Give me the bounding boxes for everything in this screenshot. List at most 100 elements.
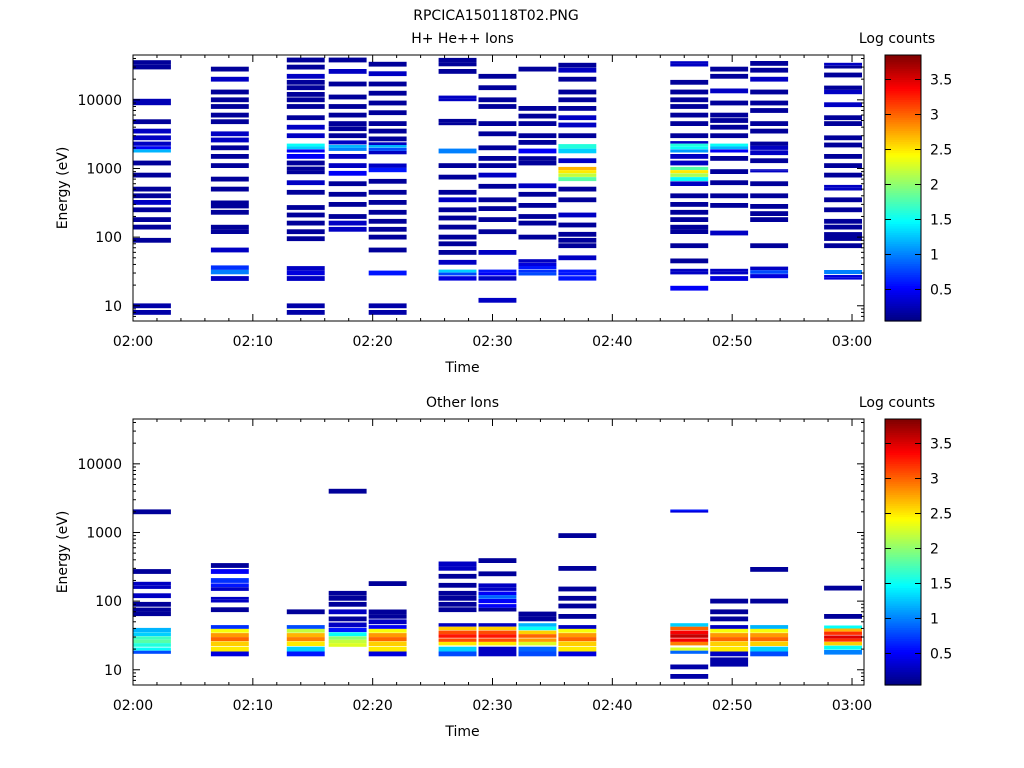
heatmap-cell: [824, 135, 862, 141]
heatmap-cell: [438, 98, 477, 102]
heatmap-cell: [368, 270, 407, 276]
heatmap-cell: [328, 81, 367, 87]
heatmap-cell: [710, 598, 749, 604]
heatmap-cell: [133, 207, 171, 213]
heatmap-cell: [558, 115, 597, 121]
heatmap-cell: [518, 641, 557, 646]
heatmap-cell: [210, 112, 249, 118]
colorbar-swatch: [885, 270, 921, 273]
heatmap-cell: [478, 634, 517, 638]
colorbar-swatch: [885, 121, 921, 125]
heatmap-cell: [478, 217, 517, 222]
heatmap-cell: [670, 630, 709, 635]
heatmap-cell: [558, 586, 597, 592]
heatmap-cell: [286, 212, 325, 218]
heatmap-cell: [286, 133, 325, 139]
heatmap-cell: [328, 632, 367, 637]
colorbar-tick-label: 3: [930, 472, 939, 488]
heatmap-cell: [670, 121, 709, 126]
heatmap-cell: [478, 156, 517, 161]
colorbar-swatch: [885, 469, 921, 473]
colorbar-swatch: [885, 57, 921, 61]
colorbar-swatch: [885, 305, 921, 309]
colorbar-swatch: [885, 110, 921, 114]
heatmap-cell: [824, 154, 862, 159]
colorbar-swatch: [885, 92, 921, 96]
colorbar-swatch: [885, 316, 921, 320]
heatmap-cell: [368, 200, 407, 205]
heatmap-cell: [518, 266, 557, 270]
heatmap-cell: [328, 226, 367, 232]
heatmap-cell: [438, 62, 477, 67]
heatmap-cell: [210, 247, 249, 253]
colorbar-swatch: [885, 77, 921, 80]
heatmap-cell: [518, 623, 557, 627]
heatmap-cell: [328, 220, 367, 226]
heatmap-cell: [286, 205, 325, 210]
heatmap-cell: [286, 149, 325, 153]
heatmap-cell: [558, 133, 597, 139]
heatmap-cell: [824, 163, 862, 168]
heatmap-cell: [710, 662, 749, 667]
heatmap-cell: [518, 133, 557, 139]
heatmap-cell: [286, 166, 325, 171]
colorbar-swatch: [885, 600, 921, 604]
heatmap-cell: [670, 641, 709, 646]
heatmap-cell: [286, 64, 325, 70]
colorbar-swatch: [885, 569, 921, 573]
heatmap-cell: [710, 146, 749, 150]
heatmap-cell: [824, 224, 862, 230]
colorbar-swatch: [885, 645, 921, 648]
colorbar-swatch: [885, 112, 921, 116]
heatmap-cell: [368, 234, 407, 240]
heatmap-cell: [286, 646, 325, 652]
colorbar-swatch: [885, 523, 921, 526]
heatmap-cell: [824, 243, 862, 249]
colorbar-swatch: [885, 625, 921, 628]
colorbar-swatch: [885, 494, 921, 498]
colorbar-swatch: [885, 294, 921, 298]
heatmap-cell: [133, 237, 171, 243]
heatmap-cell: [210, 607, 249, 613]
colorbar-swatch: [885, 263, 921, 267]
heatmap-cell: [750, 181, 789, 187]
heatmap-cell: [286, 115, 325, 121]
heatmap-cell: [750, 646, 789, 652]
heatmap-cell: [670, 224, 709, 230]
heatmap-cell: [750, 266, 789, 271]
colorbar-swatch: [885, 55, 921, 58]
colorbar-swatch: [885, 609, 921, 613]
colorbar-swatch: [885, 602, 921, 606]
heatmap-cell: [210, 97, 249, 103]
y-axis-label: Energy (eV): [55, 511, 71, 594]
heatmap-cell: [133, 128, 171, 134]
heatmap-cell: [210, 625, 249, 629]
heatmap-cell: [438, 607, 477, 613]
colorbar-swatch: [885, 232, 921, 236]
colorbar-swatch: [885, 532, 921, 535]
heatmap-cell: [478, 571, 517, 577]
heatmap-cell: [210, 265, 249, 270]
heatmap-cell: [710, 73, 749, 79]
heatmap-cell: [133, 650, 171, 654]
heatmap-cell: [824, 197, 862, 203]
heatmap-cell: [368, 209, 407, 215]
colorbar-swatch: [885, 438, 921, 442]
colorbar-swatch: [885, 554, 921, 558]
heatmap-cell: [670, 97, 709, 103]
heatmap-cell: [478, 626, 517, 631]
heatmap-cell: [368, 625, 407, 629]
heatmap-cell: [133, 217, 171, 222]
heatmap-cell: [670, 623, 709, 627]
heatmap-cell: [710, 628, 749, 633]
heatmap-cell: [670, 285, 709, 291]
colorbar-swatch: [885, 174, 921, 178]
heatmap-cell: [133, 98, 171, 102]
heatmap-cell: [438, 651, 477, 657]
heatmap-cell: [210, 119, 249, 125]
colorbar-swatch: [885, 512, 921, 515]
colorbar-swatch: [885, 145, 921, 149]
heatmap-cell: [368, 167, 407, 173]
heatmap-cell: [670, 271, 709, 275]
